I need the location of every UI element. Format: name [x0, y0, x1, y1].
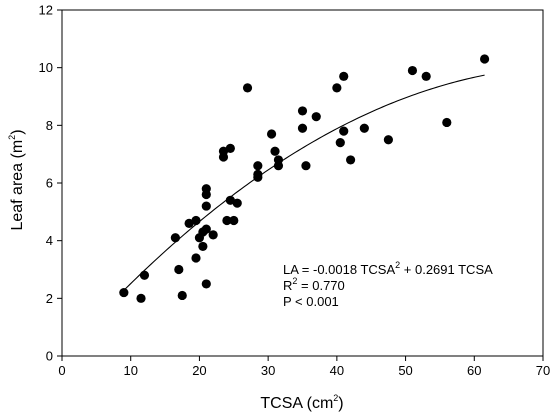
data-point: [191, 215, 201, 226]
data-point: [119, 287, 129, 298]
data-point: [191, 253, 201, 263]
y-tick-label: 8: [46, 118, 53, 133]
data-point: [232, 198, 242, 208]
data-point: [273, 161, 284, 171]
data-point: [407, 65, 418, 76]
x-tick-label: 50: [398, 363, 412, 378]
x-tick-label: 60: [467, 363, 481, 378]
data-point: [174, 264, 184, 275]
x-tick-label: 0: [58, 363, 65, 378]
data-point: [184, 218, 194, 228]
data-point: [201, 201, 211, 211]
data-point: [266, 129, 277, 139]
y-tick-label: 12: [39, 3, 53, 18]
data-point: [201, 279, 211, 289]
data-point: [201, 189, 211, 200]
data-point: [225, 195, 235, 205]
data-point: [339, 71, 349, 81]
x-tick-label: 70: [536, 363, 550, 378]
data-point: [311, 112, 321, 122]
data-point: [208, 230, 218, 240]
y-tick-label: 0: [46, 349, 53, 364]
data-point: [301, 161, 311, 171]
x-tick-label: 30: [261, 363, 275, 378]
fit-curve-layer: [123, 74, 485, 291]
y-tick-label: 6: [46, 176, 53, 191]
data-point: [201, 224, 211, 234]
data-point: [170, 233, 180, 243]
x-tick-label: 20: [192, 363, 206, 378]
data-point: [139, 270, 150, 280]
fit-curve: [123, 74, 485, 291]
y-tick-label: 4: [46, 233, 53, 248]
data-point: [229, 215, 239, 226]
annotation-line: P < 0.001: [283, 294, 339, 309]
annotation-line: LA = -0.0018 TCSA2 + 0.2691 TCSA: [283, 260, 493, 277]
data-point: [421, 71, 431, 81]
y-tick-label: 10: [39, 60, 53, 75]
data-point: [335, 138, 345, 148]
data-point: [222, 215, 232, 226]
data-point: [253, 161, 263, 171]
data-point: [225, 143, 235, 153]
x-tick-label: 40: [330, 363, 344, 378]
data-points: [119, 54, 490, 303]
data-point: [253, 172, 263, 182]
data-point: [339, 126, 349, 136]
data-point: [442, 117, 452, 128]
data-point: [270, 146, 280, 156]
data-point: [198, 241, 208, 252]
data-point: [332, 83, 342, 93]
data-point: [242, 83, 253, 93]
x-axis-ticks: 0 10 20 30 40 50 60 70: [58, 356, 550, 378]
data-point: [383, 135, 393, 145]
annotation-line: R2 = 0.770: [283, 276, 345, 293]
x-axis-title: TCSA (cm2): [260, 393, 343, 412]
data-point: [218, 152, 229, 162]
data-point: [346, 155, 356, 165]
data-point: [136, 293, 146, 303]
data-point: [177, 290, 187, 301]
data-point: [359, 123, 369, 133]
data-point: [297, 123, 308, 133]
y-axis-title: Leaf area (m2): [7, 129, 26, 230]
data-point: [297, 106, 308, 116]
data-point: [479, 54, 490, 64]
y-tick-label: 2: [46, 291, 53, 306]
y-axis-ticks: 0 2 4 6 8 10 12: [39, 3, 62, 364]
x-tick-label: 10: [123, 363, 137, 378]
